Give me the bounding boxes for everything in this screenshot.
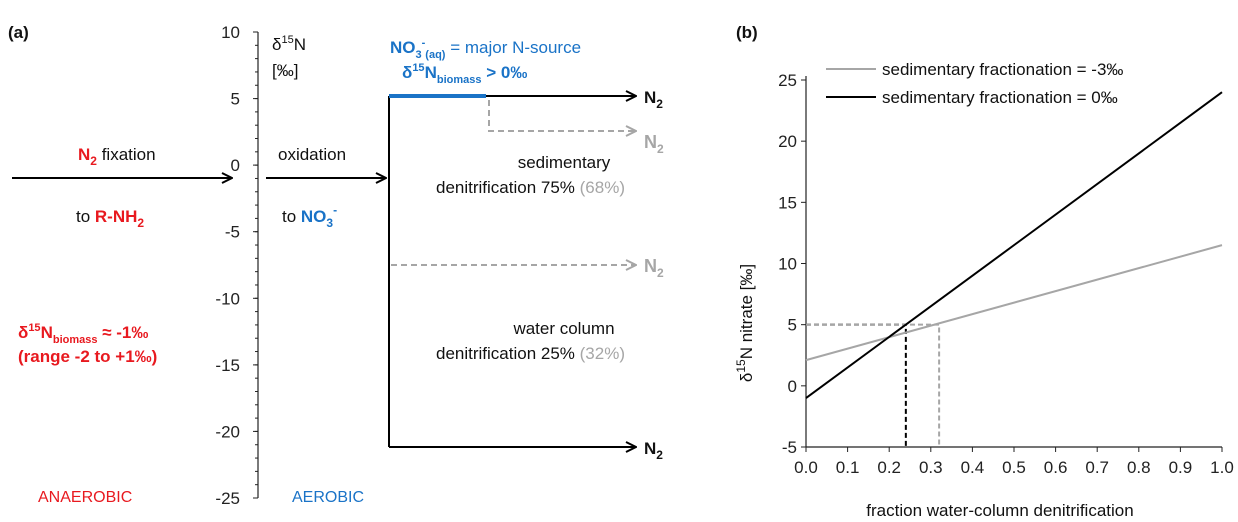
tick-label: -20	[215, 422, 240, 441]
x-tick-label: 0.5	[1002, 458, 1026, 477]
aerobic-label: AEROBIC	[292, 489, 364, 506]
tick-label: 0	[231, 156, 240, 175]
y-tick-label: 15	[778, 193, 797, 212]
x-tick-label: 0.2	[877, 458, 901, 477]
to-no3-label: to NO3-	[282, 203, 337, 230]
intersection-marker	[806, 323, 941, 447]
aerobic-biomass-delta: δ15Nbiomass > 0‰	[402, 62, 527, 86]
x-tick-label: 0.9	[1169, 458, 1193, 477]
delta-axis-label: δ15N	[272, 34, 306, 54]
no3-major-source-label: NO3-(aq) = major N-source	[390, 37, 581, 61]
chart-tick-labels: -5 0 5 10 15 20 25 0.0 0.1 0.2 0.3 0.4 0.5 0.6 0.7 0.8 0…	[778, 71, 1234, 477]
anaerobic-label: ANAEROBIC	[38, 489, 132, 506]
panel-b: (b) -5 0 5 10 15 20 25 0.0 0.1 0.2 0.3 0.4 0.5 0.6 0.7…	[734, 23, 1234, 520]
oxidation-label: oxidation	[278, 145, 346, 164]
y-tick-label: 20	[778, 132, 797, 151]
sedimentary-percent: denitrification 75% (68%)	[436, 178, 625, 197]
n2-water-column-label: N2	[644, 256, 664, 280]
tick-label: 10	[221, 23, 240, 42]
n2-sedimentary-label: N2	[644, 132, 664, 156]
tick-label: -10	[215, 289, 240, 308]
x-tick-label: 0.6	[1044, 458, 1068, 477]
y-tick-label: 0	[788, 377, 797, 396]
x-tick-label: 0.7	[1085, 458, 1109, 477]
x-tick-label: 0.0	[794, 458, 818, 477]
tick-label: -25	[215, 489, 240, 508]
chart-x-axis-label: fraction water-column denitrification	[866, 501, 1133, 520]
delta-axis-tick-labels: 10 5 0 -5 -10 -15 -20 -25	[215, 23, 240, 508]
x-tick-label: 0.4	[961, 458, 985, 477]
tick-label: -5	[225, 223, 240, 242]
to-rnh2-label: to R-NH2	[76, 207, 144, 230]
chart-y-axis-label: δ15N nitrate [‰]	[734, 264, 756, 382]
chart-marker-lines	[806, 323, 941, 447]
chart-series	[805, 91, 1223, 399]
panel-a-label: (a)	[8, 23, 29, 42]
x-tick-label: 0.3	[919, 458, 943, 477]
n2-top-label: N2	[644, 88, 663, 111]
legend-black-label: sedimentary fractionation = 0‰	[882, 88, 1118, 107]
water-column-percent: denitrification 25% (32%)	[436, 344, 625, 363]
chart-legend: sedimentary fractionation = -3‰ sediment…	[826, 60, 1123, 107]
sedimentary-dashed-arrow	[488, 100, 636, 131]
series-line	[805, 91, 1223, 399]
y-tick-label: 25	[778, 71, 797, 90]
x-tick-label: 0.8	[1127, 458, 1151, 477]
chart-axes	[801, 76, 1223, 452]
water-column-label: water column	[512, 319, 614, 338]
panel-a: (a) 10 5 0 -5 -10 -15 -20 -25 δ15N [‰]	[8, 23, 664, 508]
anaerobic-range: (range -2 to +1‰)	[18, 347, 157, 366]
legend-grey-label: sedimentary fractionation = -3‰	[882, 60, 1123, 79]
tick-label: -15	[215, 356, 240, 375]
delta-axis-unit: [‰]	[272, 61, 298, 80]
x-tick-label: 0.1	[836, 458, 860, 477]
n2-bottom-label: N2	[644, 439, 663, 462]
delta-axis-minor-ticks	[255, 31, 258, 499]
sedimentary-label: sedimentary	[518, 153, 611, 172]
series-line	[805, 244, 1223, 362]
delta-axis-major-ticks	[253, 31, 258, 499]
tick-label: 5	[231, 90, 240, 109]
y-tick-label: 5	[788, 316, 797, 335]
panel-b-label: (b)	[736, 23, 758, 42]
anaerobic-biomass-delta: δ15Nbiomass ≈ -1‰	[18, 322, 148, 346]
x-tick-label: 1.0	[1210, 458, 1234, 477]
n2-fixation-label: N2 fixation	[78, 145, 156, 168]
y-tick-label: -5	[782, 438, 797, 457]
y-tick-label: 10	[778, 255, 797, 274]
